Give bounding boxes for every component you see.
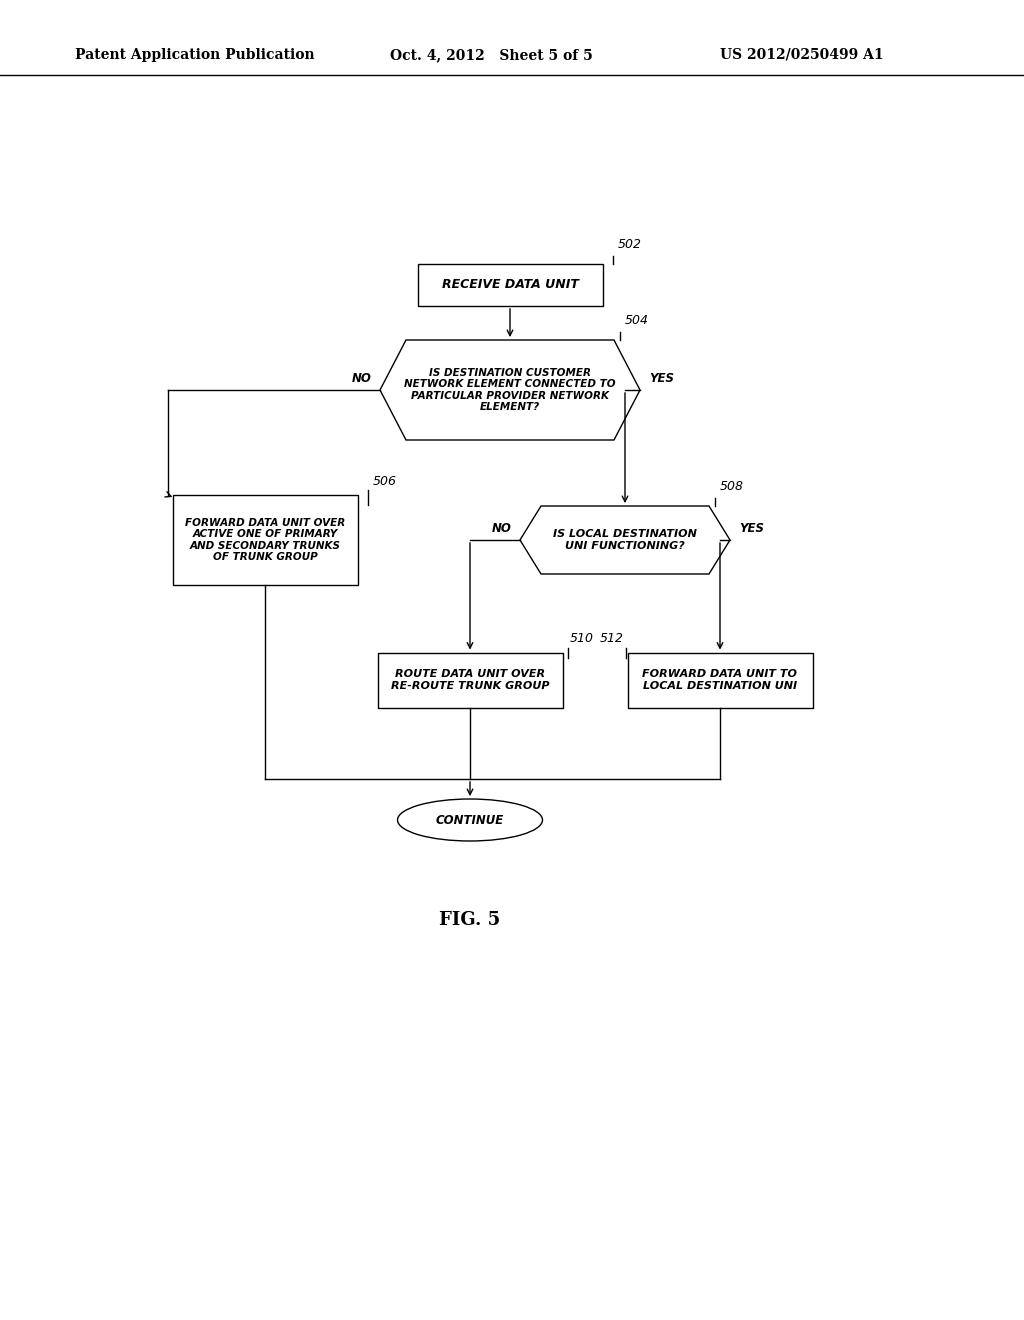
Text: 502: 502 [617, 238, 641, 251]
Text: NO: NO [493, 521, 512, 535]
Text: 504: 504 [625, 314, 649, 327]
Text: FORWARD DATA UNIT OVER
ACTIVE ONE OF PRIMARY
AND SECONDARY TRUNKS
OF TRUNK GROUP: FORWARD DATA UNIT OVER ACTIVE ONE OF PRI… [185, 517, 345, 562]
Text: IS LOCAL DESTINATION
UNI FUNCTIONING?: IS LOCAL DESTINATION UNI FUNCTIONING? [553, 529, 697, 550]
Text: 506: 506 [373, 475, 396, 488]
Text: FIG. 5: FIG. 5 [439, 911, 501, 929]
Text: YES: YES [739, 521, 765, 535]
Text: Patent Application Publication: Patent Application Publication [75, 48, 314, 62]
Text: NO: NO [352, 372, 372, 385]
Bar [628, 652, 812, 708]
Ellipse shape [397, 799, 543, 841]
Bar [418, 264, 602, 306]
Polygon shape [520, 506, 730, 574]
Text: US 2012/0250499 A1: US 2012/0250499 A1 [720, 48, 884, 62]
Text: YES: YES [649, 372, 675, 385]
Text: FORWARD DATA UNIT TO
LOCAL DESTINATION UNI: FORWARD DATA UNIT TO LOCAL DESTINATION U… [642, 669, 798, 690]
Text: 510: 510 [569, 632, 594, 645]
Text: Oct. 4, 2012   Sheet 5 of 5: Oct. 4, 2012 Sheet 5 of 5 [390, 48, 593, 62]
Text: 508: 508 [720, 480, 744, 492]
Text: ROUTE DATA UNIT OVER
RE-ROUTE TRUNK GROUP: ROUTE DATA UNIT OVER RE-ROUTE TRUNK GROU… [391, 669, 549, 690]
Text: CONTINUE: CONTINUE [436, 813, 504, 826]
Polygon shape [380, 341, 640, 440]
Text: 512: 512 [599, 632, 624, 645]
Bar [172, 495, 357, 585]
Bar [378, 652, 562, 708]
Text: RECEIVE DATA UNIT: RECEIVE DATA UNIT [441, 279, 579, 292]
Text: IS DESTINATION CUSTOMER
NETWORK ELEMENT CONNECTED TO
PARTICULAR PROVIDER NETWORK: IS DESTINATION CUSTOMER NETWORK ELEMENT … [404, 367, 615, 412]
